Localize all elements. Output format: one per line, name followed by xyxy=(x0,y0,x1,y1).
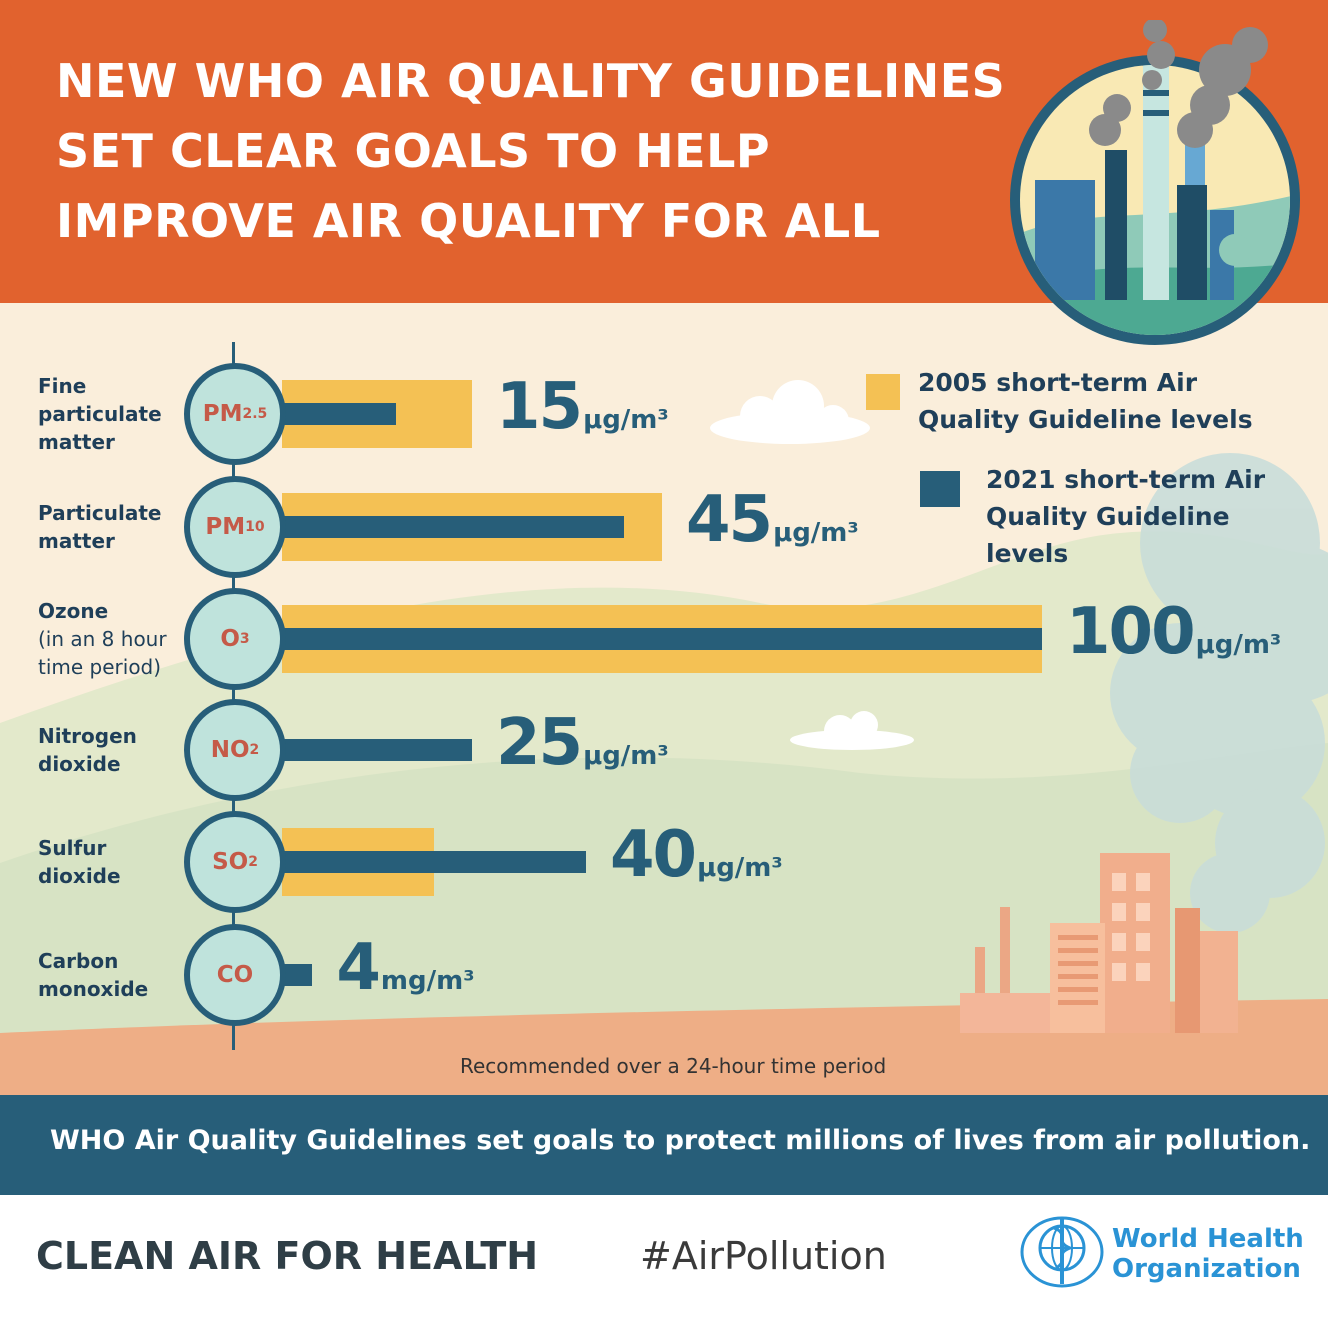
pollutant-formula: NO xyxy=(210,737,250,763)
message-banner: WHO Air Quality Guidelines set goals to … xyxy=(0,1095,1328,1195)
pollutant-subscript: 2 xyxy=(249,742,260,758)
category-label-line: Ozone xyxy=(38,599,109,623)
value-number: 100 xyxy=(1066,595,1196,669)
category-label-line: Fine xyxy=(38,374,87,398)
category-label-line: Sulfur xyxy=(38,836,107,860)
category-label: Nitrogen dioxide xyxy=(38,722,188,778)
pollutant-formula: O xyxy=(220,626,240,652)
title-line-3: IMPROVE AIR QUALITY FOR ALL xyxy=(56,194,881,248)
legend-swatch-2021 xyxy=(920,471,960,507)
pollutant-subscript: 2 xyxy=(248,854,258,870)
value-unit: μg/m³ xyxy=(1195,630,1282,660)
who-logo-line-2: Organization xyxy=(1112,1254,1301,1284)
legend-label-2021: 2021 short-term Air Quality Guideline le… xyxy=(986,461,1265,572)
cloud-top xyxy=(710,380,870,444)
category-label: Sulfur dioxide xyxy=(38,834,188,890)
category-label: Fine particulate matter xyxy=(38,372,188,456)
pollutant-subscript: 3 xyxy=(239,631,250,647)
legend-2021-line-2: Quality Guideline xyxy=(986,502,1230,531)
banner-text: WHO Air Quality Guidelines set goals to … xyxy=(50,1125,1311,1156)
pollutant-formula: PM xyxy=(202,401,243,427)
category-label-line: Carbon xyxy=(38,949,119,973)
value-number: 40 xyxy=(610,818,697,892)
legend-2005-line-2: Quality Guideline levels xyxy=(918,405,1253,434)
cloud-middle xyxy=(790,711,914,750)
title-line-1: NEW WHO AIR QUALITY GUIDELINES xyxy=(56,54,1006,108)
who-logo-line-1: World Health xyxy=(1112,1224,1304,1254)
category-label: Carbon monoxide xyxy=(38,947,188,1003)
hashtag: #AirPollution xyxy=(640,1234,887,1278)
pollutant-badge: PM 2.5 xyxy=(184,363,286,465)
value-unit: μg/m³ xyxy=(583,405,669,435)
bar-2021 xyxy=(282,403,396,425)
value-unit: μg/m³ xyxy=(583,741,669,771)
value-number: 25 xyxy=(496,706,583,780)
bar-2021 xyxy=(282,739,472,761)
campaign-name: CLEAN AIR FOR HEALTH xyxy=(36,1234,539,1278)
who-emblem-icon xyxy=(1020,1216,1104,1288)
value-label: 25μg/m³ xyxy=(496,706,669,780)
category-label-line: dioxide xyxy=(38,752,121,776)
value-label: 15μg/m³ xyxy=(496,370,669,444)
who-logo-text: World Health Organization xyxy=(1112,1224,1304,1284)
legend-2021-line-1: 2021 short-term Air xyxy=(986,465,1266,494)
smoke-clouds xyxy=(1110,453,1328,933)
legend-swatch-2005 xyxy=(866,374,900,410)
category-label: Particulate matter xyxy=(38,499,188,555)
pollutant-badge: CO xyxy=(184,924,286,1026)
category-label-line: matter xyxy=(38,430,115,454)
category-label: Ozone (in an 8 hour time period) xyxy=(38,597,188,681)
value-unit: mg/m³ xyxy=(380,966,475,996)
pollutant-subscript: 2.5 xyxy=(242,406,268,422)
value-label: 45μg/m³ xyxy=(686,483,859,557)
value-unit: μg/m³ xyxy=(697,853,783,883)
value-label: 100μg/m³ xyxy=(1066,595,1281,669)
value-number: 45 xyxy=(686,483,773,557)
factory-illustration xyxy=(960,853,1238,1033)
bar-2021 xyxy=(282,516,624,538)
legend-2021-line-3: levels xyxy=(986,539,1069,568)
value-unit: μg/m³ xyxy=(773,518,859,548)
category-label-line: matter xyxy=(38,529,115,553)
pollutant-badge: SO 2 xyxy=(184,811,286,913)
value-number: 15 xyxy=(496,370,583,444)
category-label-line: Nitrogen xyxy=(38,724,137,748)
bar-2021 xyxy=(282,851,586,873)
category-label-line: dioxide xyxy=(38,864,121,888)
pollutant-formula: CO xyxy=(216,962,254,988)
value-number: 4 xyxy=(336,931,381,1005)
legend-2005-line-1: 2005 short-term Air xyxy=(918,368,1198,397)
legend-label-2005: 2005 short-term Air Quality Guideline le… xyxy=(918,364,1253,438)
pollutant-formula: SO xyxy=(212,849,249,875)
category-label-line: particulate xyxy=(38,402,162,426)
pollutant-badge: PM 10 xyxy=(184,476,286,578)
category-label-note: time period) xyxy=(38,655,162,679)
category-label-line: Particulate xyxy=(38,501,162,525)
value-label: 4mg/m³ xyxy=(336,931,474,1005)
bar-2021 xyxy=(282,628,1042,650)
axis-line xyxy=(232,342,235,1050)
city-pollution-icon xyxy=(1010,20,1300,345)
value-label: 40μg/m³ xyxy=(610,818,783,892)
pollutant-formula: PM xyxy=(205,514,246,540)
pollutant-badge: NO 2 xyxy=(184,699,286,801)
pollutant-subscript: 10 xyxy=(245,519,265,535)
bar-2021 xyxy=(282,964,313,986)
category-label-note: (in an 8 hour xyxy=(38,627,167,651)
chart-footnote: Recommended over a 24-hour time period xyxy=(460,1054,887,1078)
category-label-line: monoxide xyxy=(38,977,149,1001)
title-line-2: SET CLEAR GOALS TO HELP xyxy=(56,124,771,178)
